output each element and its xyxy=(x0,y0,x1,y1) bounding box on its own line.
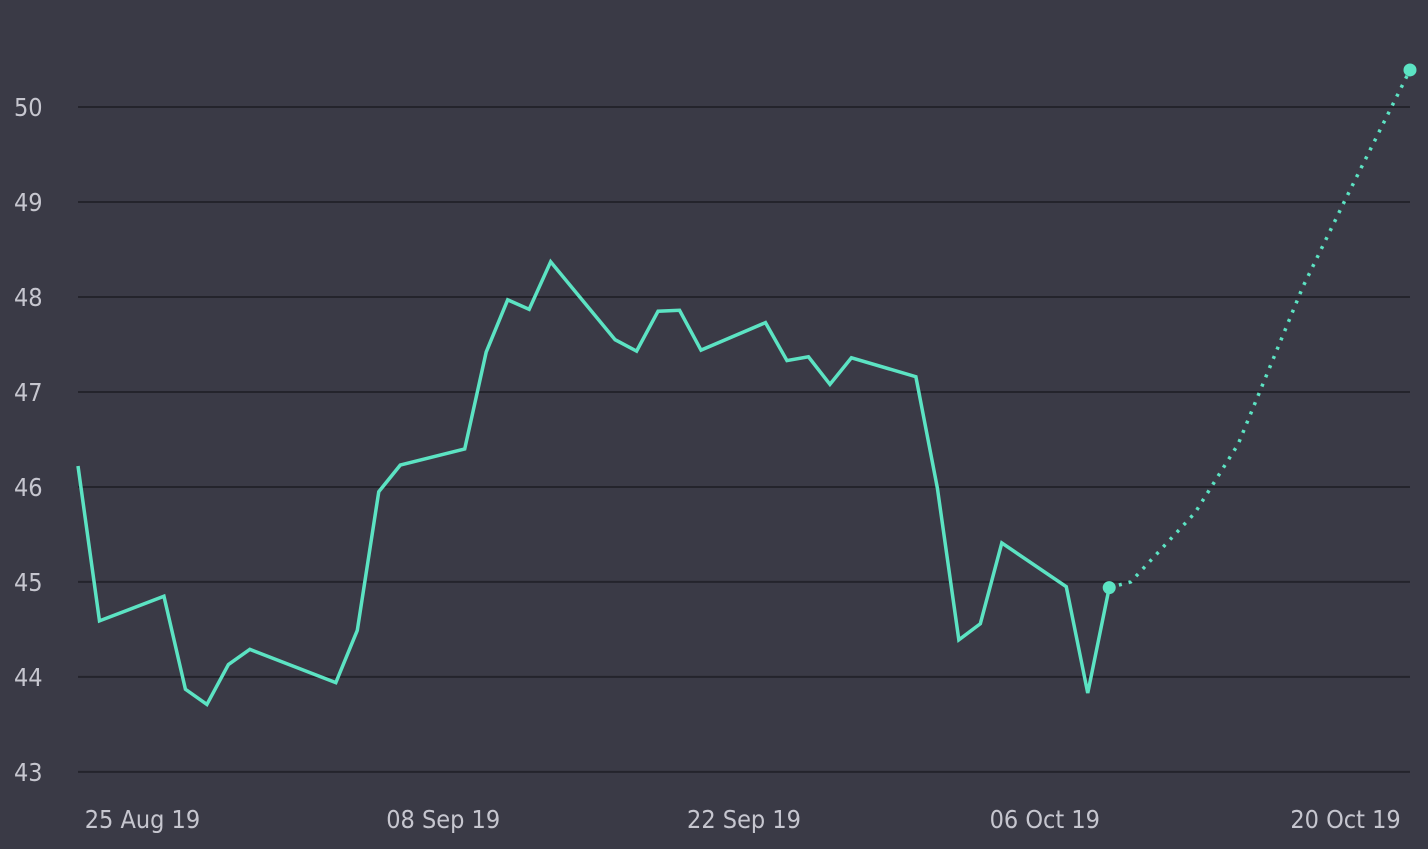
y-tick-label: 49 xyxy=(14,188,43,217)
x-tick-label: 06 Oct 19 xyxy=(990,805,1100,834)
forecast-series-line xyxy=(1108,69,1412,590)
x-tick-label: 20 Oct 19 xyxy=(1290,805,1400,834)
gridlines xyxy=(78,105,1410,773)
y-tick-label: 48 xyxy=(14,283,43,312)
x-axis: 25 Aug 19 08 Sep 19 22 Sep 19 06 Oct 19 20 O… xyxy=(85,805,1401,834)
y-tick-label: 45 xyxy=(14,568,43,597)
y-tick-label: 50 xyxy=(14,93,43,122)
point-marker[interactable] xyxy=(1102,581,1116,595)
x-tick-label: 22 Sep 19 xyxy=(687,805,801,834)
x-tick-label: 25 Aug 19 xyxy=(85,805,200,834)
point-markers xyxy=(1102,63,1417,595)
y-axis: 43 44 45 46 47 48 49 50 xyxy=(14,93,43,787)
price-series-line xyxy=(76,258,1111,708)
y-tick-label: 43 xyxy=(14,758,43,787)
y-tick-label: 46 xyxy=(14,473,43,502)
y-tick-label: 44 xyxy=(14,663,43,692)
y-tick-label: 47 xyxy=(14,378,43,407)
plot-area xyxy=(76,69,1412,708)
point-marker[interactable] xyxy=(1403,63,1417,77)
x-tick-label: 08 Sep 19 xyxy=(386,805,500,834)
